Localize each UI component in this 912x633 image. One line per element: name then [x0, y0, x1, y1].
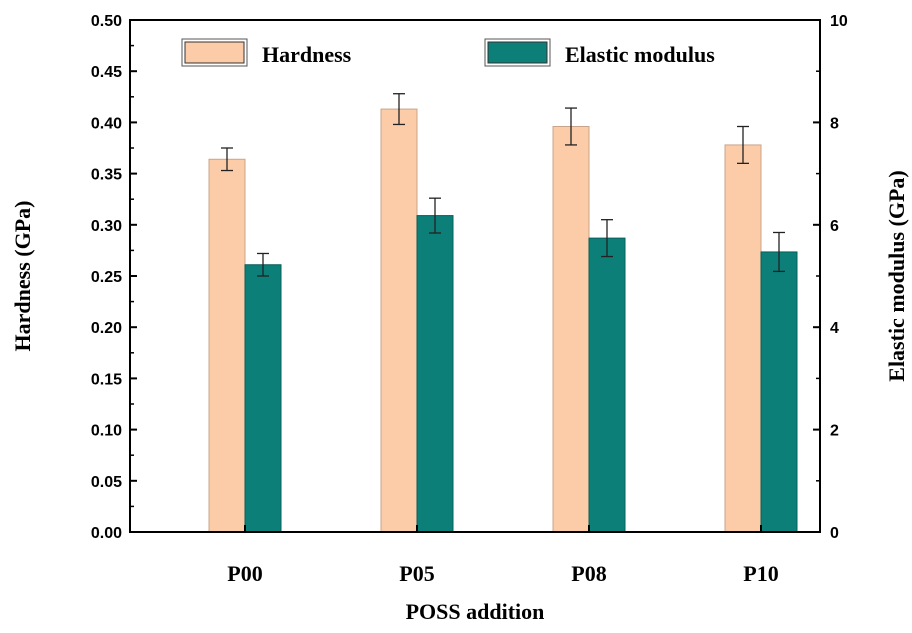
- x-tick-label: P05: [399, 561, 434, 586]
- y-left-tick-label: 0.00: [91, 525, 122, 542]
- y-axis-left-title: Hardness (GPa): [10, 201, 35, 352]
- y-left-tick-label: 0.15: [91, 371, 122, 388]
- elastic-modulus-bar: [416, 215, 454, 533]
- legend-label-hardness: Hardness: [262, 42, 352, 67]
- y-right-tick-label: 0: [830, 525, 839, 542]
- y-left-tick-label: 0.20: [91, 320, 122, 337]
- x-axis-title: POSS addition: [406, 599, 545, 624]
- y-left-tick-label: 0.40: [91, 115, 122, 132]
- y-left-tick-label: 0.50: [91, 13, 122, 30]
- y-right-tick-label: 4: [830, 320, 839, 337]
- y-left-tick-label: 0.10: [91, 423, 122, 440]
- axes-layer: 0.00 0.05 0.10 0.15 0.20 0.25 0.30 0.35 0.40 0.45…: [91, 13, 848, 586]
- y-right-tick-label: 8: [830, 115, 839, 132]
- x-tick-label: P00: [227, 561, 262, 586]
- y-axis-right-title: Elastic modulus (GPa): [884, 170, 909, 381]
- elastic-modulus-bar: [244, 264, 282, 533]
- elastic-modulus-bar: [760, 251, 798, 533]
- legend-label-modulus: Elastic modulus: [565, 42, 715, 67]
- hardness-bar: [208, 158, 246, 533]
- legend-swatch-hardness-fill: [184, 41, 245, 64]
- y-left-tick-label: 0.45: [91, 64, 122, 81]
- hardness-bar: [724, 144, 762, 533]
- hardness-bar: [380, 108, 418, 533]
- legend: Hardness Elastic modulus: [181, 38, 715, 67]
- y-left-tick-label: 0.35: [91, 167, 122, 184]
- y-right-tick-label: 6: [830, 218, 839, 235]
- x-tick-label: P10: [743, 561, 778, 586]
- hardness-bar: [552, 125, 590, 533]
- bars-layer: [208, 93, 798, 533]
- y-left-tick-label: 0.30: [91, 218, 122, 235]
- y-left-tick-label: 0.25: [91, 269, 122, 286]
- y-right-tick-label: 2: [830, 423, 839, 440]
- y-left-tick-label: 0.05: [91, 474, 122, 491]
- legend-swatch-modulus-fill: [487, 41, 548, 64]
- x-tick-label: P08: [571, 561, 606, 586]
- y-right-tick-label: 10: [830, 13, 848, 30]
- elastic-modulus-bar: [588, 237, 626, 533]
